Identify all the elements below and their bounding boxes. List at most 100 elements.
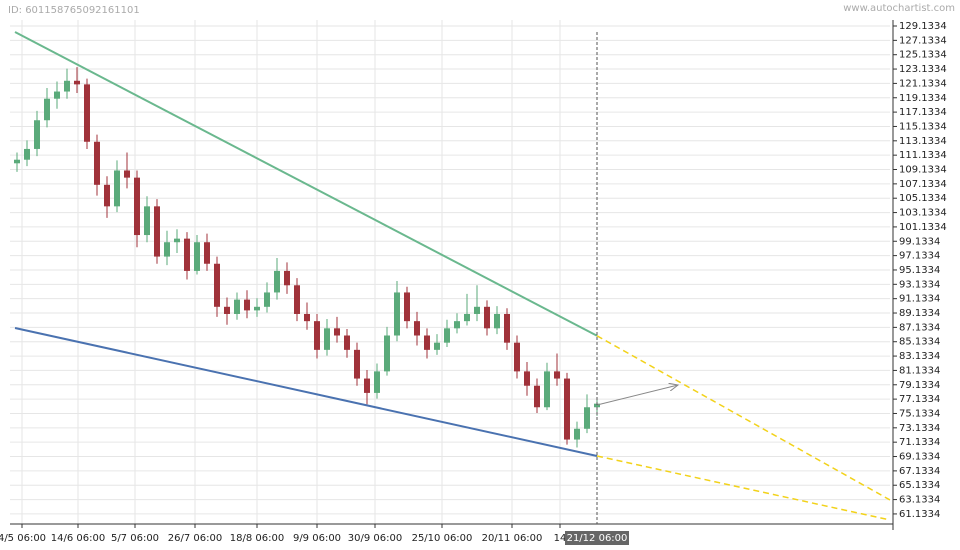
candle-body [194, 242, 200, 271]
x-tick-label: 18/8 06:00 [230, 533, 284, 544]
candle-body [164, 242, 170, 257]
candle-body [74, 80, 80, 85]
x-tick-label: 9/9 06:00 [293, 533, 341, 544]
candle-body [124, 170, 130, 178]
candle-body [214, 263, 220, 307]
candle-body [144, 206, 150, 236]
y-tick-label: 81.1334 [899, 365, 940, 376]
y-tick-label: 91.1334 [899, 294, 940, 305]
candle-body [84, 84, 90, 142]
y-tick-label: 97.1334 [899, 251, 940, 262]
candle-body [204, 242, 210, 264]
x-tick-label: 14 [554, 533, 567, 544]
y-tick-label: 89.1334 [899, 308, 940, 319]
y-tick-label: 111.1334 [899, 150, 947, 161]
y-tick-label: 107.1334 [899, 179, 947, 190]
y-tick-label: 113.1334 [899, 136, 947, 147]
y-tick-label: 75.1334 [899, 408, 940, 419]
watermark: www.autochartist.com [843, 3, 955, 14]
candle-body [364, 378, 370, 393]
candle-body [444, 328, 450, 343]
x-tick-label: 30/9 06:00 [348, 533, 402, 544]
chart-id: ID: 601158765092161101 [8, 5, 140, 16]
candle-body [534, 385, 540, 408]
candle-body [94, 141, 100, 185]
candle-body [44, 98, 50, 121]
candle-body [584, 407, 590, 429]
y-tick-label: 103.1334 [899, 208, 947, 219]
candle-body [284, 270, 290, 286]
trend-line [596, 385, 678, 406]
y-tick-label: 125.1334 [899, 50, 947, 61]
y-tick-label: 105.1334 [899, 193, 947, 204]
y-tick-label: 109.1334 [899, 165, 947, 176]
y-tick-label: 119.1334 [899, 93, 947, 104]
y-tick-label: 123.1334 [899, 64, 947, 75]
candle-body [414, 321, 420, 336]
candle-body [384, 335, 390, 372]
candle-body [244, 299, 250, 311]
candle-body [54, 91, 60, 99]
candle-body [564, 378, 570, 440]
y-tick-label: 79.1334 [899, 380, 940, 391]
y-tick-label: 117.1334 [899, 107, 947, 118]
candle-body [154, 206, 160, 257]
trend-line [596, 335, 891, 501]
candle-body [404, 292, 410, 322]
x-tick-label: 26/7 06:00 [168, 533, 222, 544]
candle-body [454, 321, 460, 329]
y-tick-label: 87.1334 [899, 322, 940, 333]
y-tick-label: 67.1334 [899, 466, 940, 477]
trend-line [596, 455, 891, 521]
candle-body [174, 238, 180, 243]
candle-body [314, 321, 320, 350]
candle-body [544, 371, 550, 408]
y-tick-label: 63.1334 [899, 495, 940, 506]
y-tick-label: 77.1334 [899, 394, 940, 405]
candle-body [464, 313, 470, 322]
candle-body [344, 335, 350, 350]
y-tick-label: 129.1334 [899, 21, 947, 32]
candle-body [274, 270, 280, 293]
y-tick-label: 61.1334 [899, 509, 940, 520]
candle-body [504, 313, 510, 343]
trend-line [14, 31, 598, 337]
x-tick-label: 4/5 06:00 [0, 533, 46, 544]
candle-body [484, 306, 490, 329]
candle-body [524, 371, 530, 386]
y-tick-label: 85.1334 [899, 337, 940, 348]
candle-body [294, 285, 300, 314]
candle-body [434, 342, 440, 350]
y-tick-label: 71.1334 [899, 437, 940, 448]
candle-body [114, 170, 120, 207]
candle-body [374, 371, 380, 393]
candle-body [514, 342, 520, 372]
y-tick-label: 69.1334 [899, 452, 940, 463]
candle-body [354, 349, 360, 379]
y-tick-label: 83.1334 [899, 351, 940, 362]
candle-body [14, 159, 20, 164]
candle-body [304, 313, 310, 322]
candle-body [494, 313, 500, 329]
candle-body [64, 80, 70, 92]
candle-body [574, 428, 580, 440]
candle-body [254, 306, 260, 311]
y-tick-label: 95.1334 [899, 265, 940, 276]
candle-body [134, 177, 140, 236]
trend-line [14, 326, 598, 457]
candle-body [264, 292, 270, 307]
y-tick-label: 101.1334 [899, 222, 947, 233]
y-tick-label: 73.1334 [899, 423, 940, 434]
cursor-label: 21/12 06:00 [567, 533, 628, 544]
y-tick-label: 99.1334 [899, 236, 940, 247]
candle-body [324, 328, 330, 350]
candle-body [424, 335, 430, 350]
candle-body [554, 371, 560, 379]
y-tick-label: 115.1334 [899, 121, 947, 132]
candle-body [394, 292, 400, 336]
candle-body [594, 403, 600, 408]
candle-body [184, 238, 190, 271]
y-tick-label: 127.1334 [899, 35, 947, 46]
y-tick-label: 65.1334 [899, 480, 940, 491]
